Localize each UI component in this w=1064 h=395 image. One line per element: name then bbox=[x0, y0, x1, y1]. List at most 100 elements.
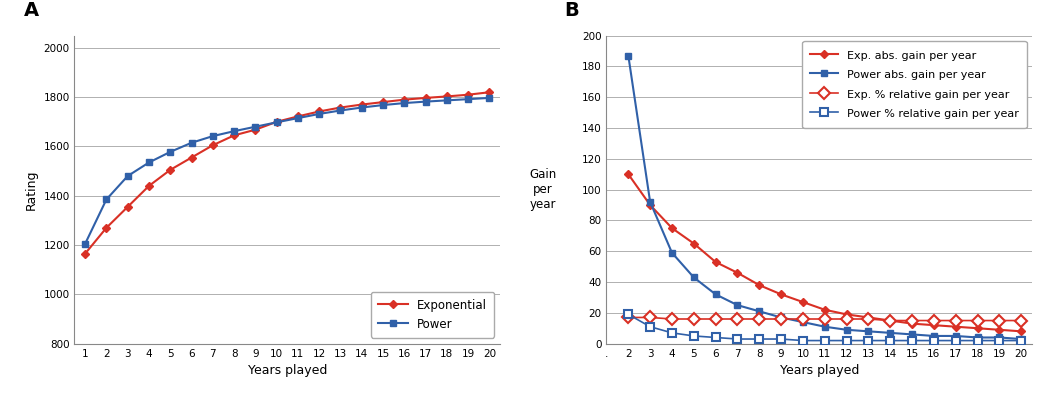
Exp. abs. gain per year bbox=[710, 260, 722, 264]
Exp. % relative gain per year bbox=[949, 318, 962, 323]
Power bbox=[206, 134, 219, 139]
Power bbox=[398, 101, 411, 105]
Power % relative gain per year bbox=[622, 312, 635, 317]
Power % relative gain per year bbox=[928, 338, 941, 343]
Power abs. gain per year bbox=[710, 292, 722, 297]
Exp. abs. gain per year bbox=[1015, 329, 1028, 334]
X-axis label: Years played: Years played bbox=[780, 364, 859, 377]
Exponential bbox=[355, 102, 368, 107]
Line: Power abs. gain per year: Power abs. gain per year bbox=[626, 53, 1025, 342]
Exp. abs. gain per year bbox=[993, 327, 1005, 332]
X-axis label: Years played: Years played bbox=[248, 364, 327, 377]
Exp. abs. gain per year bbox=[905, 321, 918, 326]
Text: B: B bbox=[564, 1, 579, 20]
Exp. abs. gain per year bbox=[644, 203, 656, 207]
Text: A: A bbox=[23, 1, 38, 20]
Power bbox=[355, 105, 368, 110]
Power % relative gain per year bbox=[841, 338, 853, 343]
Power bbox=[249, 124, 262, 129]
Power bbox=[100, 197, 113, 202]
Exp. % relative gain per year bbox=[993, 318, 1005, 323]
Exp. % relative gain per year bbox=[841, 317, 853, 322]
Exp. % relative gain per year bbox=[818, 317, 831, 322]
Power abs. gain per year bbox=[971, 335, 984, 340]
Exponential bbox=[185, 155, 198, 160]
Power % relative gain per year bbox=[993, 338, 1005, 343]
Exp. abs. gain per year bbox=[928, 323, 941, 327]
Power abs. gain per year bbox=[775, 315, 787, 320]
Exponential bbox=[419, 96, 432, 100]
Legend: Exponential, Power: Exponential, Power bbox=[371, 292, 494, 338]
Power % relative gain per year bbox=[666, 331, 679, 335]
Power bbox=[164, 150, 177, 154]
Power abs. gain per year bbox=[731, 303, 744, 307]
Exp. % relative gain per year bbox=[971, 318, 984, 323]
Exp. abs. gain per year bbox=[687, 241, 700, 246]
Power abs. gain per year bbox=[753, 309, 766, 314]
Y-axis label: Rating: Rating bbox=[24, 169, 38, 210]
Line: Power % relative gain per year: Power % relative gain per year bbox=[625, 310, 1026, 345]
Power bbox=[270, 120, 283, 125]
Power abs. gain per year bbox=[928, 333, 941, 338]
Exp. % relative gain per year bbox=[731, 317, 744, 322]
Power bbox=[334, 108, 347, 113]
Power abs. gain per year bbox=[644, 199, 656, 204]
Exponential bbox=[398, 97, 411, 102]
Exponential bbox=[313, 109, 326, 114]
Exponential bbox=[100, 226, 113, 230]
Exp. abs. gain per year bbox=[884, 318, 897, 323]
Power % relative gain per year bbox=[862, 338, 875, 343]
Exponential bbox=[462, 92, 475, 97]
Power bbox=[440, 98, 453, 103]
Legend: Exp. abs. gain per year, Power abs. gain per year, Exp. % relative gain per year: Exp. abs. gain per year, Power abs. gain… bbox=[802, 41, 1027, 128]
Power abs. gain per year bbox=[666, 250, 679, 255]
Exp. % relative gain per year bbox=[644, 315, 656, 320]
Power bbox=[143, 160, 155, 165]
Exp. abs. gain per year bbox=[666, 226, 679, 231]
Power % relative gain per year bbox=[775, 337, 787, 341]
Exponential bbox=[206, 143, 219, 148]
Power abs. gain per year bbox=[993, 335, 1005, 340]
Exponential bbox=[164, 167, 177, 172]
Exp. abs. gain per year bbox=[949, 324, 962, 329]
Exp. abs. gain per year bbox=[971, 326, 984, 331]
Power % relative gain per year bbox=[1015, 338, 1028, 343]
Exponential bbox=[270, 119, 283, 124]
Exp. % relative gain per year bbox=[710, 317, 722, 322]
Y-axis label: Gain
per
year: Gain per year bbox=[530, 168, 556, 211]
Power bbox=[228, 129, 240, 134]
Exponential bbox=[79, 251, 92, 256]
Power bbox=[185, 140, 198, 145]
Exp. % relative gain per year bbox=[797, 317, 810, 322]
Exponential bbox=[143, 184, 155, 188]
Power abs. gain per year bbox=[797, 320, 810, 324]
Exp. % relative gain per year bbox=[687, 317, 700, 322]
Exp. % relative gain per year bbox=[905, 318, 918, 323]
Exponential bbox=[440, 94, 453, 99]
Power bbox=[483, 96, 496, 100]
Exp. % relative gain per year bbox=[862, 317, 875, 322]
Exp. abs. gain per year bbox=[753, 283, 766, 288]
Exp. % relative gain per year bbox=[753, 317, 766, 322]
Exp. abs. gain per year bbox=[797, 300, 810, 305]
Power bbox=[419, 99, 432, 104]
Power abs. gain per year bbox=[687, 275, 700, 280]
Power abs. gain per year bbox=[949, 333, 962, 338]
Power bbox=[292, 116, 304, 120]
Exp. % relative gain per year bbox=[928, 318, 941, 323]
Line: Exp. abs. gain per year: Exp. abs. gain per year bbox=[626, 171, 1025, 335]
Exp. abs. gain per year bbox=[818, 307, 831, 312]
Power abs. gain per year bbox=[1015, 337, 1028, 341]
Power abs. gain per year bbox=[818, 324, 831, 329]
Exponential bbox=[228, 133, 240, 138]
Exp. abs. gain per year bbox=[731, 271, 744, 275]
Line: Power: Power bbox=[82, 95, 493, 247]
Power % relative gain per year bbox=[971, 338, 984, 343]
Power bbox=[313, 111, 326, 116]
Power abs. gain per year bbox=[622, 53, 635, 58]
Power % relative gain per year bbox=[731, 337, 744, 341]
Exp. % relative gain per year bbox=[666, 317, 679, 322]
Power % relative gain per year bbox=[905, 338, 918, 343]
Exp. % relative gain per year bbox=[622, 315, 635, 320]
Exponential bbox=[483, 90, 496, 95]
